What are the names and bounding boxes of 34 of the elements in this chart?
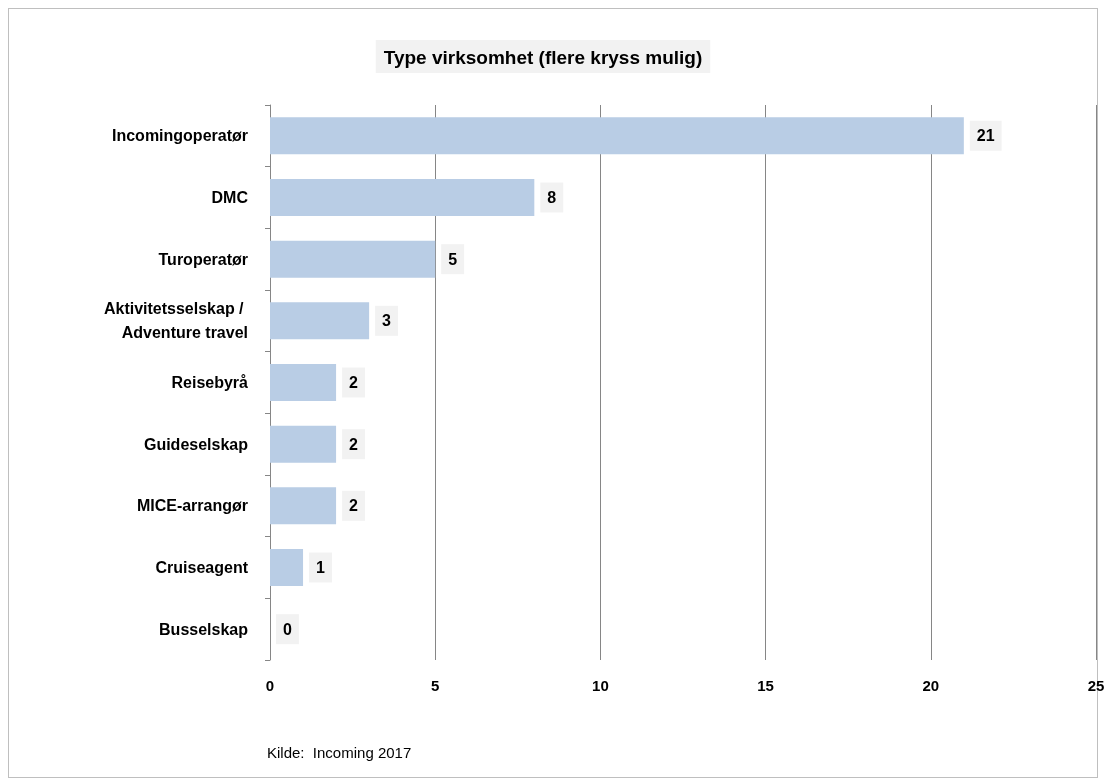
data-label: 2	[349, 374, 359, 391]
x-tick-label: 25	[1087, 677, 1105, 694]
data-label: 1	[316, 559, 326, 576]
y-tick-label: DMC	[211, 189, 249, 206]
bar	[270, 487, 337, 525]
y-tick-label: Reisebyrå	[171, 374, 249, 391]
y-tick-label: MICE-arrangør	[136, 497, 248, 515]
data-label: 2	[349, 497, 359, 515]
x-tick-label: 0	[265, 677, 275, 694]
y-tick-label: Turoperatør	[158, 250, 248, 268]
bar	[270, 364, 337, 401]
bar	[270, 425, 337, 463]
y-tick-label: Incomingoperatør	[111, 127, 248, 145]
y-tick-label: Cruiseagent	[155, 559, 249, 576]
chart-title: Type virksomhet (flere kryss mulig)	[383, 47, 703, 68]
data-label: 8	[547, 189, 557, 206]
bar	[270, 302, 370, 340]
bar	[270, 117, 964, 155]
y-tick-label: Aktivitetsselskap / Adventure travel	[103, 300, 248, 342]
data-label: 2	[349, 435, 359, 453]
bar	[270, 240, 436, 278]
x-tick-label: 5	[431, 677, 440, 694]
x-tick-label: 15	[757, 677, 774, 694]
x-tick-label: 20	[922, 677, 940, 694]
bar	[270, 179, 535, 216]
text: Kilde: Incoming 2017	[267, 744, 412, 761]
x-tick-label: 10	[592, 677, 609, 694]
data-label: 5	[448, 250, 458, 268]
data-label: 3	[382, 312, 392, 330]
y-tick-label: Busselskap	[159, 620, 249, 638]
y-tick-label: Guideselskap	[143, 435, 249, 453]
data-label: 21	[976, 127, 995, 145]
data-label: 0	[283, 620, 292, 638]
bar	[270, 549, 304, 586]
